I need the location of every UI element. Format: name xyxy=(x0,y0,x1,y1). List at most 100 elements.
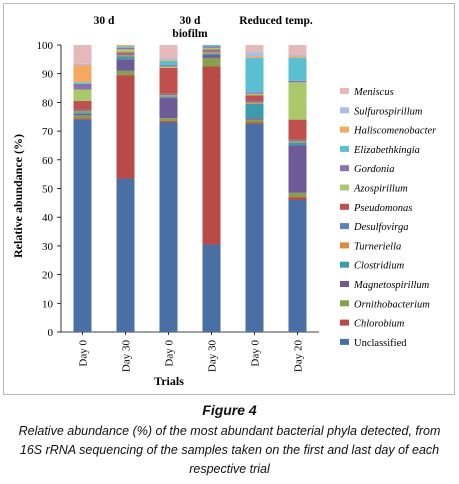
legend-label: Magnetospirillum xyxy=(353,280,430,291)
bar-segment xyxy=(159,93,178,96)
bar-segment xyxy=(73,45,92,64)
bar-segment xyxy=(73,65,92,83)
bar-segment xyxy=(245,92,264,94)
bar-segment xyxy=(202,57,221,67)
bar-segment xyxy=(245,52,264,57)
bar-segment xyxy=(159,121,178,123)
bars xyxy=(73,45,307,333)
y-tick-label: 10 xyxy=(42,298,54,310)
legend-swatch xyxy=(340,223,349,230)
bar-segment xyxy=(159,45,178,58)
legend-swatch xyxy=(340,203,349,210)
bar-segment xyxy=(202,244,221,332)
figure-caption: Figure 4 Relative abundance (%) of the m… xyxy=(0,398,459,479)
legend-swatch xyxy=(340,165,349,172)
bar-segment xyxy=(73,118,92,120)
legend-swatch xyxy=(340,300,349,307)
bar-segment xyxy=(73,112,92,114)
bar-segment xyxy=(73,82,92,84)
bar-segment xyxy=(73,100,92,110)
legend: Meniscus Sulfurospirillum Haliscomenobacte… xyxy=(340,87,437,349)
bar-segment xyxy=(288,192,307,198)
x-tick-label: Day 30 xyxy=(207,340,219,373)
bar-segment xyxy=(245,103,264,119)
x-tick-label: Day 0 xyxy=(78,340,90,367)
legend-swatch xyxy=(340,242,349,249)
x-tick-label: Day 30 xyxy=(121,340,133,373)
x-tick-label: Day 0 xyxy=(250,340,262,367)
bar-segment xyxy=(288,82,307,120)
legend-label: Desulfovirga xyxy=(353,222,408,233)
caption-title: Figure 4 xyxy=(202,402,257,418)
y-tick-label: 40 xyxy=(42,212,54,224)
legend-label: Turneriella xyxy=(354,241,401,252)
bar-segment xyxy=(159,67,178,94)
y-tick-label: 20 xyxy=(42,270,54,282)
legend-swatch xyxy=(340,338,349,345)
x-tick-labels: Day 0 Day 30 Day 0 Day 30 Day 0 Day 20 xyxy=(78,332,305,372)
bar-segment xyxy=(245,122,264,124)
bar-segment xyxy=(159,65,178,67)
bar-segment xyxy=(116,178,135,332)
bar-segment xyxy=(245,45,264,53)
bar-segment xyxy=(159,118,178,122)
legend-label: Meniscus xyxy=(353,87,394,98)
bar-segment xyxy=(73,111,92,113)
bar-segment xyxy=(245,118,264,120)
bar-segment xyxy=(159,60,178,66)
legend-swatch xyxy=(340,261,349,268)
bar-segment xyxy=(245,119,264,123)
bar-segment xyxy=(288,141,307,143)
bar-segment xyxy=(202,53,221,56)
group-label: Reduced temp. xyxy=(239,15,313,27)
bar-segment xyxy=(245,102,264,104)
caption-text: Relative abundance (%) of the most abund… xyxy=(18,424,441,476)
y-tick-label: 0 xyxy=(48,327,54,339)
legend-swatch xyxy=(340,319,349,326)
bar-segment xyxy=(116,47,135,50)
group-label: biofilm xyxy=(172,28,208,40)
bar-segment xyxy=(288,55,307,57)
bar-segment xyxy=(116,56,135,60)
y-tick-label: 90 xyxy=(42,69,54,81)
y-axis-label: Relative abundance (%) xyxy=(11,134,25,258)
bar-segment xyxy=(116,59,135,71)
legend-swatch xyxy=(340,184,349,191)
bar-segment xyxy=(73,113,92,116)
bar-segment xyxy=(288,199,307,332)
bar-segment xyxy=(288,45,307,56)
bar-segment xyxy=(159,59,178,61)
legend-label: Clostridium xyxy=(354,261,405,272)
bar-segment xyxy=(202,50,221,53)
legend-label: Pseudomonas xyxy=(353,203,412,214)
bar-segment xyxy=(116,70,135,76)
x-tick-label: Day 0 xyxy=(164,340,176,367)
y-tick-label: 70 xyxy=(42,126,54,138)
legend-swatch xyxy=(340,88,349,94)
group-label: 30 d xyxy=(94,15,115,27)
bar-segment xyxy=(288,57,307,81)
bar-segment xyxy=(245,100,264,103)
bar-segment xyxy=(159,96,178,99)
bar-segment xyxy=(288,197,307,200)
bar-segment xyxy=(116,45,135,47)
bar-segment xyxy=(116,55,135,57)
bar-segment xyxy=(73,83,92,90)
bar-segment xyxy=(245,56,264,58)
bar-segment xyxy=(73,63,92,66)
y-tick-label: 80 xyxy=(42,97,54,109)
legend-label: Gordonia xyxy=(354,164,394,175)
bar-segment xyxy=(159,66,178,68)
y-tick-label: 100 xyxy=(37,40,54,52)
y-axis: 0 10 20 30 40 50 60 70 80 90 100 xyxy=(37,40,319,339)
bar-segment xyxy=(116,53,135,56)
y-tick-label: 60 xyxy=(42,155,54,167)
legend-swatch xyxy=(340,107,349,114)
bar-segment xyxy=(202,66,221,245)
bar-segment xyxy=(159,95,178,97)
bar-segment xyxy=(202,49,221,51)
bar-segment xyxy=(202,45,221,47)
